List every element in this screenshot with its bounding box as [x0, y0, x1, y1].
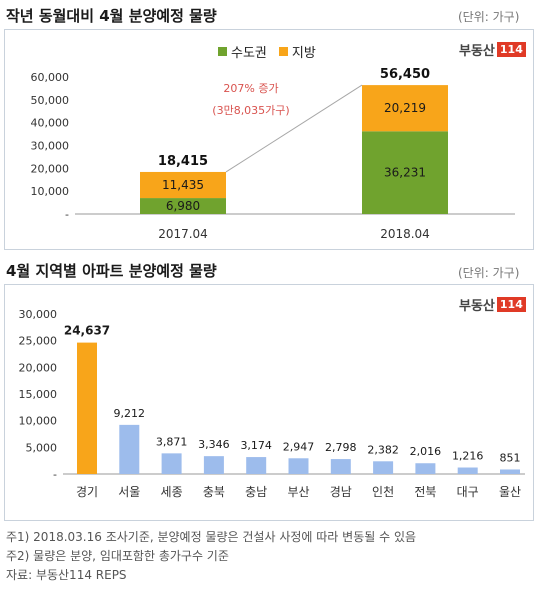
- bar-value-label: 1,216: [452, 450, 484, 463]
- bar-value-label: 2,798: [325, 441, 357, 454]
- y-tick-label: 5,000: [26, 441, 58, 454]
- x-tick-label: 전북: [414, 485, 436, 499]
- legend-item-metro: 수도권: [218, 42, 267, 61]
- brand-logo-top: 부동산 114: [459, 40, 526, 59]
- top-chart-legend: 수도권 지방: [218, 42, 316, 61]
- brand-number: 114: [496, 42, 526, 57]
- x-tick-label: 경남: [330, 485, 352, 499]
- footnotes: 주1) 2018.03.16 조사기준, 분양예정 물량은 건설사 사정에 따라…: [6, 528, 416, 585]
- bar-value-label: 2,016: [410, 445, 442, 458]
- region-bar: [203, 456, 224, 474]
- bar-value-label: 2,382: [367, 443, 399, 456]
- region-bar: [161, 453, 182, 474]
- top-chart-unit: (단위: 가구): [458, 10, 520, 24]
- footnote-2: 주2) 물량은 분양, 임대포함한 총가구수 기준: [6, 549, 229, 563]
- x-tick-label: 인천: [372, 484, 394, 499]
- x-tick-label: 대구: [457, 485, 479, 499]
- region-bar: [246, 457, 267, 474]
- y-tick-label: 25,000: [19, 335, 58, 348]
- bar-value-label: 9,212: [114, 407, 146, 420]
- x-tick-label: 2018.04: [380, 227, 430, 241]
- y-tick-label: -: [53, 468, 57, 481]
- region-bar: [457, 467, 478, 474]
- source-note: 자료: 부동산114 REPS: [6, 568, 127, 582]
- legend-label-metro: 수도권: [231, 46, 267, 61]
- y-tick-label: 20,000: [19, 361, 58, 374]
- region-bar: [415, 463, 436, 474]
- bar-segment: [362, 85, 448, 132]
- top-chart-title: 작년 동월대비 4월 분양예정 물량: [6, 7, 217, 25]
- region-bar: [500, 469, 520, 474]
- x-tick-label: 충북: [203, 485, 225, 499]
- growth-annotation-line1: 207% 증가: [223, 82, 278, 95]
- y-tick-label: 30,000: [19, 308, 58, 321]
- y-tick-label: 10,000: [31, 185, 70, 198]
- brand-logo-bottom: 부동산 114: [459, 295, 526, 314]
- total-value-label: 56,450: [380, 67, 430, 82]
- bar-segment: [140, 198, 226, 214]
- region-bar: [373, 461, 394, 474]
- legend-label-local: 지방: [291, 46, 316, 61]
- legend-item-local: 지방: [278, 42, 316, 61]
- segment-value-label: 6,980: [166, 199, 200, 213]
- y-tick-label: -: [65, 208, 69, 221]
- bottom-chart-panel: 부동산 114 - 5,000 10,000 15,000 20,000 25,000 30,…: [4, 284, 534, 521]
- legend-swatch-metro: [218, 47, 227, 56]
- y-tick-label: 30,000: [31, 140, 70, 153]
- y-tick-label: 15,000: [19, 388, 58, 401]
- x-tick-label: 2017.04: [158, 227, 208, 241]
- y-tick-label: 10,000: [19, 415, 58, 428]
- bar-value-label: 2,947: [283, 440, 315, 453]
- bar-segment: [362, 131, 448, 214]
- bar-value-label: 851: [500, 451, 521, 464]
- x-tick-label: 서울: [118, 485, 140, 499]
- x-tick-label: 세종: [161, 485, 183, 499]
- bar-value-label: 3,346: [198, 438, 230, 451]
- brand-name: 부동산: [459, 44, 495, 59]
- total-value-label: 18,415: [158, 154, 208, 169]
- top-chart-panel: 수도권 지방 부동산 114 - 10,000 20,000 30,000 40,000 5…: [4, 29, 534, 250]
- segment-value-label: 11,435: [162, 178, 204, 192]
- bar-value-label: 3,174: [240, 439, 272, 452]
- bar-value-label: 24,637: [64, 324, 110, 338]
- segment-value-label: 20,219: [384, 101, 426, 115]
- y-tick-label: 40,000: [31, 117, 70, 130]
- growth-annotation-line2: (3만8,035가구): [212, 104, 289, 117]
- y-tick-label: 20,000: [31, 162, 70, 175]
- bottom-bar-chart: - 5,000 10,000 15,000 20,000 25,000 30,000 24,6…: [19, 308, 525, 499]
- footnote-1: 주1) 2018.03.16 조사기준, 분양예정 물량은 건설사 사정에 따라…: [6, 530, 417, 544]
- legend-swatch-local: [278, 47, 288, 56]
- bar-segment: [140, 171, 226, 199]
- y-tick-label: 50,000: [31, 94, 70, 107]
- x-tick-label: 울산: [499, 485, 521, 499]
- growth-connector-line: [225, 84, 363, 173]
- segment-value-label: 36,231: [384, 166, 426, 180]
- bottom-chart-title: 4월 지역별 아파트 분양예정 물량: [6, 262, 217, 280]
- region-bar: [330, 459, 351, 474]
- bar-value-label: 3,871: [156, 435, 188, 448]
- top-stacked-bar-chart: - 10,000 20,000 30,000 40,000 50,000 60,000 6,9…: [31, 67, 515, 241]
- x-tick-label: 부산: [287, 485, 309, 499]
- x-tick-label: 충남: [245, 485, 267, 499]
- bottom-chart-unit: (단위: 가구): [458, 266, 520, 280]
- x-tick-label: 경기: [76, 485, 98, 499]
- brand-name: 부동산: [459, 299, 495, 314]
- brand-number: 114: [496, 297, 526, 312]
- region-bar: [77, 342, 97, 474]
- y-tick-label: 60,000: [31, 71, 70, 84]
- region-bar: [119, 424, 140, 474]
- region-bar: [288, 458, 309, 474]
